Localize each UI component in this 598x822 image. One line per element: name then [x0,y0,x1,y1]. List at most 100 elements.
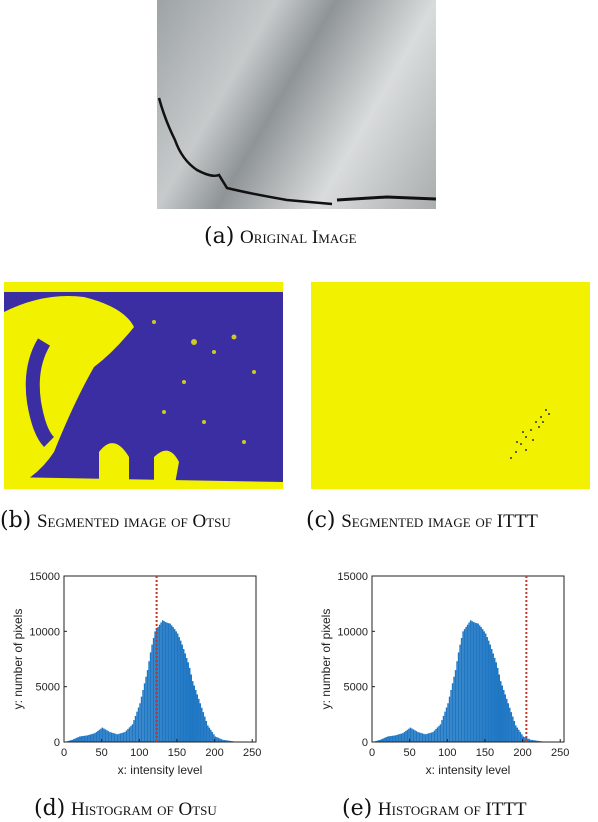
histogram-bar [223,740,226,742]
axes-frame [63,575,257,743]
histogram-bar [210,729,212,742]
histogram-bar [463,629,466,742]
x-tick-label: 200 [205,747,223,759]
histogram-bar [128,727,131,742]
y-tick-label: 5000 [344,682,368,694]
x-tick-label: 50 [404,747,416,759]
histogram-bar [163,621,165,742]
histogram-bar [80,736,83,742]
caption-d: (d) Histogram of Otsu [34,796,217,821]
histogram-bar [489,644,491,742]
caption-c-text: Segmented image of ITTT [341,511,538,532]
histogram-bar [513,720,516,742]
histogram-bar [533,740,535,742]
y-axis-label: y: number of pixels [11,609,25,710]
histogram-bar [181,644,183,742]
histogram-bar [496,667,499,742]
otsu-histogram-chart: 0 50 100 150 200 250 0 5000 10000 15000 x: intensi… [11,571,261,777]
histogram-bar [492,653,494,742]
histogram-bar [503,689,505,742]
histogram-bar [79,736,81,742]
histogram-bar [536,740,538,742]
histogram-bar [495,662,497,742]
histogram-bar [484,633,487,742]
histogram-bar [115,733,117,742]
histogram-bar [85,735,87,742]
caption-b-label: (b) [0,508,32,533]
histogram-bar [143,683,146,742]
histogram-bar [148,661,150,742]
histogram-bar [405,730,407,742]
histogram-bar [472,622,475,742]
x-tick-label: 100 [438,747,456,759]
histogram-bar [83,735,86,742]
histogram-bar [130,725,132,742]
histogram-bar [187,662,189,742]
histogram-bar [438,725,440,742]
histogram-bar [106,730,108,742]
histogram-bar [226,740,229,742]
histogram-bar [521,734,523,742]
histogram-bar [512,716,514,742]
x-tick-label: 150 [476,747,494,759]
histogram-bar [454,670,457,742]
histogram-bar [475,623,478,742]
histogram-bar [441,720,443,742]
histogram-bar [104,729,107,742]
histogram-bar [190,674,192,742]
x-tick-label: 150 [168,747,186,759]
histogram-bar [88,734,90,742]
histogram-bar [487,640,490,742]
histogram-bar [213,734,215,742]
histogram-bar [486,637,488,742]
histogram-bar [534,740,537,742]
histogram-bar [409,727,412,742]
histogram-bar [192,681,194,742]
histogram-bar [433,730,436,742]
histogram-bar [412,729,415,742]
histogram-bar [506,698,508,742]
histogram-bar [456,661,458,742]
histogram-bar [537,740,540,742]
histogram-bar [388,736,391,742]
histogram-bar [436,727,439,742]
histogram-bar [530,739,532,742]
histogram-bar [447,703,449,742]
histogram-bar [201,707,203,742]
y-tick-label: 0 [362,737,368,749]
histogram-bar [95,732,98,742]
histogram-bar [390,736,392,742]
histogram-bar [426,733,428,742]
histogram-bar [474,622,476,742]
histogram-bar [435,728,437,742]
histogram-bar [225,740,227,742]
ittt-segment-mask [510,409,550,459]
caption-c-label: (c) [306,508,336,533]
histogram-bar [91,734,93,742]
x-tick-label: 100 [130,747,148,759]
histogram-bar [151,644,153,742]
histogram-bar [176,633,179,742]
histogram-bar [71,739,74,742]
histogram-bar [139,703,141,742]
histogram-bar [101,727,104,742]
histogram-bar [113,733,116,742]
histogram-bar [459,644,461,742]
histogram-bar [430,732,433,742]
histogram-bar [196,694,199,742]
histogram-bar [216,737,218,742]
histogram-bar [198,698,200,742]
histogram-bar [515,725,517,742]
histogram-bar [462,631,464,742]
x-axis-label: x: intensity level [426,763,511,777]
histogram-bar [379,739,382,742]
histogram-bar [507,703,510,742]
histogram-bar [100,728,102,742]
histogram-bars [373,620,546,742]
histogram-bar [122,732,125,742]
histogram-bar [119,733,122,742]
histogram-bar [432,732,434,742]
histogram-bar [217,737,220,742]
y-tick-label: 0 [54,737,60,749]
y-tick-label: 5000 [36,682,60,694]
